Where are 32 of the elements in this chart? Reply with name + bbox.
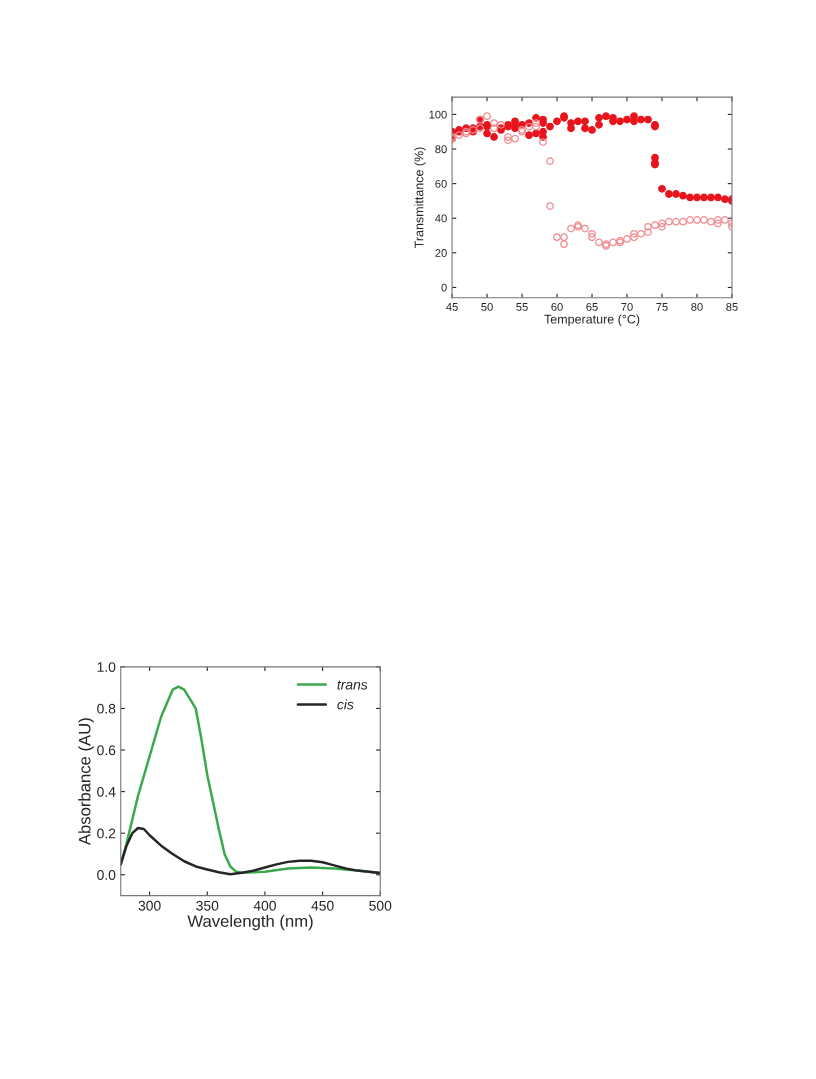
y-tick-label: 0.0 [97, 870, 116, 880]
x-tick-label: 45 [446, 303, 458, 311]
x-tick-label: 350 [196, 900, 219, 911]
x-tick-label: 400 [253, 900, 276, 911]
x-tick-label: 55 [516, 303, 528, 311]
x-tick-label: 450 [311, 900, 334, 911]
x-axis-title: Temperature (°C) [544, 314, 640, 327]
x-tick-label: 65 [586, 302, 598, 311]
x-tick-label: 80 [691, 302, 703, 311]
legend-label: cis [337, 699, 354, 710]
legend-label: trans [337, 680, 368, 690]
y-tick-label: 1.0 [97, 662, 116, 672]
y-tick-label: 40 [435, 214, 447, 223]
y-axis-title: Absorbance (AU) [78, 718, 94, 846]
x-tick-label: 85 [726, 302, 738, 311]
y-tick-label: 0.2 [97, 828, 116, 839]
x-tick-label: 300 [138, 900, 161, 911]
x-tick-label: 75 [656, 303, 668, 311]
y-tick-label: 80 [435, 145, 447, 154]
x-tick-label: 50 [481, 302, 493, 311]
y-tick-label: 0 [441, 283, 447, 292]
y-tick-label: 100 [429, 110, 447, 119]
y-tick-label: 0.4 [97, 786, 116, 797]
y-axis-title: Transmittance (%) [414, 147, 426, 248]
y-tick-label: 20 [435, 249, 447, 257]
x-axis-title: Wavelength (nm) [187, 914, 313, 931]
y-tick-label: 0.6 [97, 745, 116, 756]
y-tick-label: 60 [435, 179, 447, 188]
x-tick-label: 60 [551, 302, 563, 311]
x-tick-label: 70 [621, 302, 633, 311]
x-tick-label: 500 [369, 900, 392, 911]
y-tick-label: 0.8 [97, 703, 116, 714]
